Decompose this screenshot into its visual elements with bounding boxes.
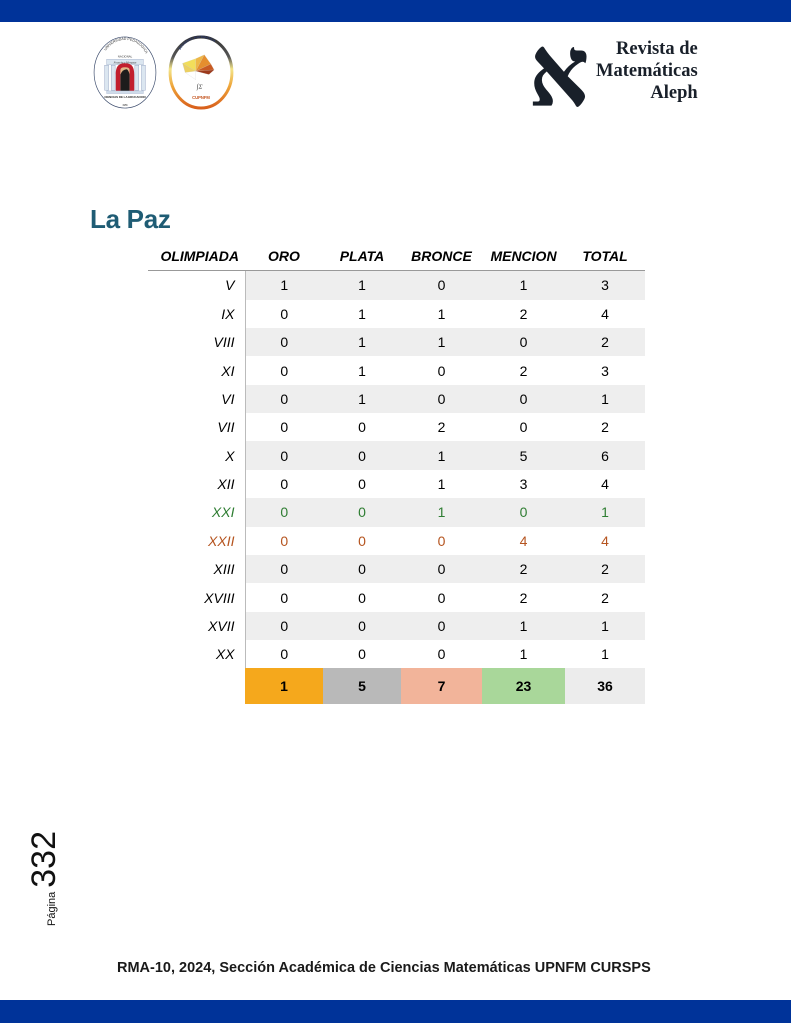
svg-text:∫Σ: ∫Σ xyxy=(196,83,203,90)
svg-text:HONDURAS: HONDURAS xyxy=(111,109,127,110)
svg-text:CIENCIAS DE LA EDUCACION: CIENCIAS DE LA EDUCACION xyxy=(104,95,145,99)
svg-text:1956: 1956 xyxy=(122,104,128,107)
svg-text:CUPNFM: CUPNFM xyxy=(192,95,210,100)
svg-text:NACIONAL: NACIONAL xyxy=(118,54,133,58)
